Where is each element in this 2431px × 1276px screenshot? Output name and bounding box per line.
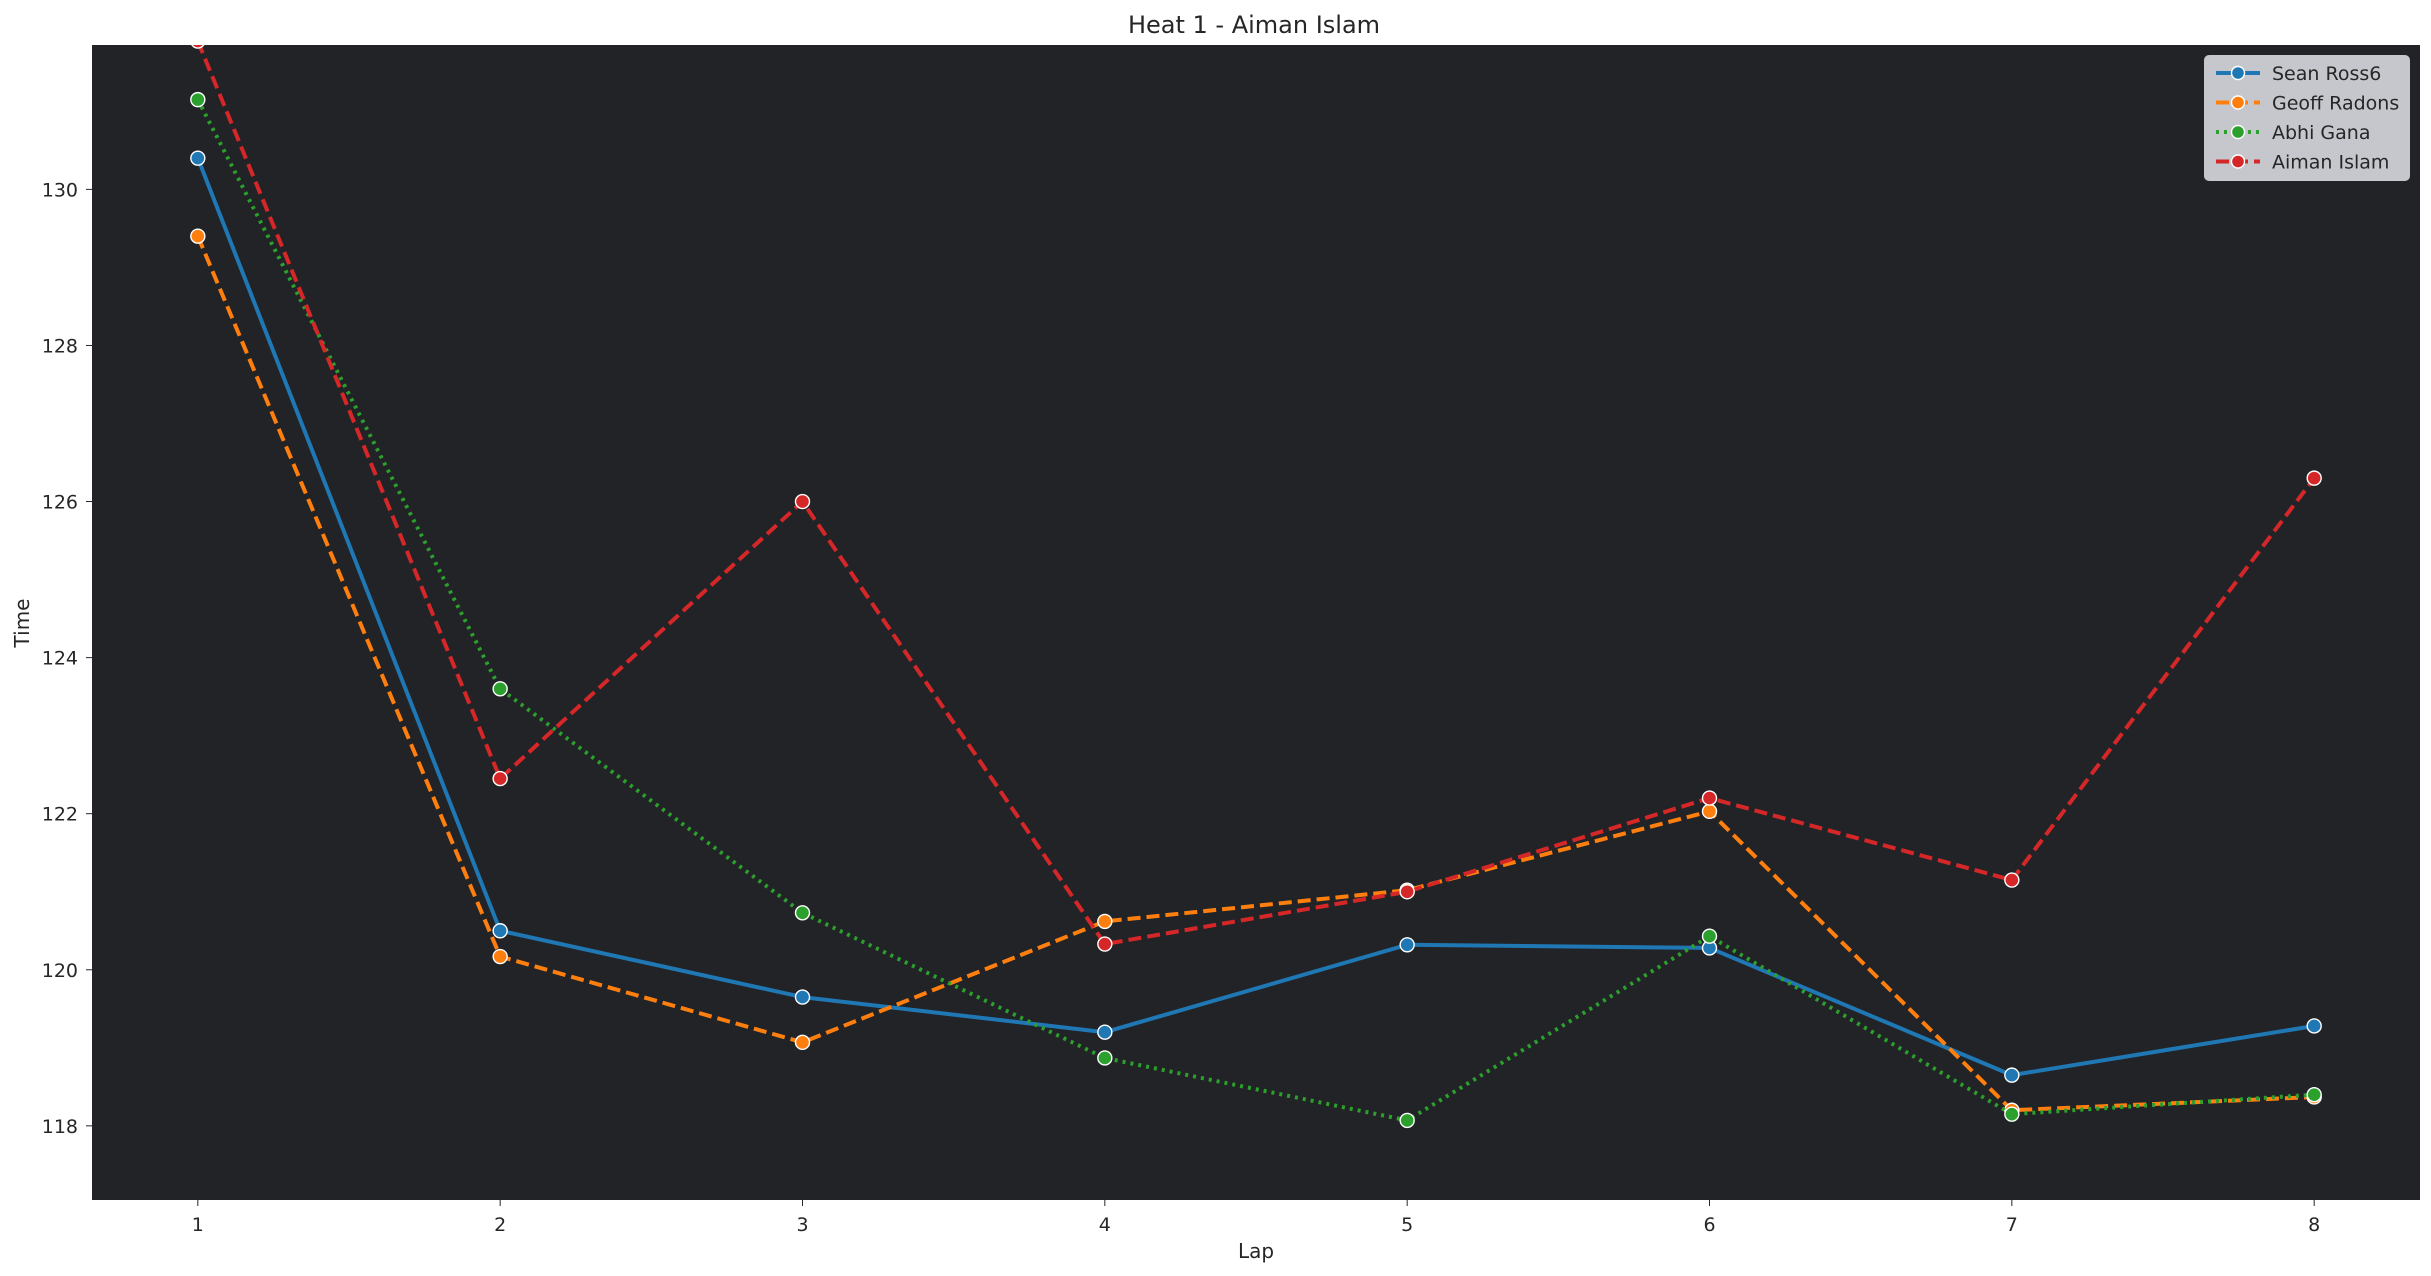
x-tick-label: 8 [2308, 1214, 2320, 1236]
series-layer [190, 45, 2322, 1129]
data-point [1701, 790, 1718, 806]
data-point [1399, 884, 1415, 900]
data-point [492, 923, 508, 939]
y-tick-label: 124 [42, 648, 78, 670]
data-point [1097, 913, 1113, 930]
legend-marker [2230, 65, 2246, 81]
legend-item: Abhi Gana [2216, 122, 2370, 144]
legend-marker [2230, 154, 2246, 169]
y-tick-label: 120 [42, 960, 78, 982]
legend-marker [2230, 95, 2246, 110]
data-point [1399, 1112, 1415, 1129]
y-axis: 118 120 122 124 126 128 130 [42, 179, 92, 1138]
y-tick-label: 130 [42, 179, 78, 201]
data-point [190, 150, 206, 166]
x-tick-label: 1 [192, 1214, 204, 1236]
data-point [190, 228, 206, 244]
x-tick-label: 5 [1401, 1214, 1413, 1236]
legend-item: Sean Ross6 [2216, 63, 2381, 85]
x-axis-label: Lap [1238, 1239, 1274, 1263]
series-4 [191, 45, 2322, 952]
y-tick-label: 126 [42, 492, 78, 514]
x-tick-label: 7 [2006, 1214, 2018, 1236]
data-point [492, 681, 508, 697]
data-point [794, 989, 811, 1005]
data-point [794, 1034, 811, 1051]
chart-title: Heat 1 - Aiman Islam [1128, 11, 1380, 39]
x-tick-label: 3 [796, 1214, 808, 1236]
data-point [2004, 1067, 2020, 1083]
x-axis: 1 2 3 4 5 6 7 8 [192, 1200, 2320, 1236]
data-point [1097, 1050, 1113, 1066]
y-tick-label: 118 [42, 1116, 78, 1138]
series-line [196, 98, 2315, 1123]
data-point [190, 91, 206, 108]
legend-label: Sean Ross6 [2272, 63, 2381, 85]
data-point [492, 948, 508, 965]
data-point [1399, 937, 1415, 953]
data-point [2004, 872, 2020, 888]
x-tick-label: 2 [494, 1214, 506, 1236]
series-line [197, 45, 2316, 947]
legend-label: Abhi Gana [2272, 122, 2370, 144]
x-tick-label: 4 [1099, 1214, 1111, 1236]
data-point [794, 493, 811, 510]
series-line [195, 156, 2317, 1078]
data-point [1097, 1024, 1113, 1040]
legend-item: Aiman Islam [2216, 152, 2389, 174]
data-point [2004, 1106, 2020, 1122]
data-point [1701, 928, 1718, 944]
data-point [1701, 803, 1718, 820]
data-point [2306, 1086, 2322, 1103]
y-tick-label: 128 [42, 335, 78, 357]
legend-item: Geoff Radons [2216, 93, 2399, 115]
data-point [2306, 470, 2322, 486]
data-point [2306, 1018, 2322, 1034]
data-point [1097, 936, 1113, 952]
data-point [794, 905, 811, 921]
legend-label: Geoff Radons [2272, 93, 2399, 115]
series-3 [190, 91, 2322, 1129]
legend-box [2204, 55, 2410, 181]
data-point [191, 45, 205, 49]
legend-marker [2230, 124, 2246, 140]
data-point [492, 770, 508, 787]
series-1 [190, 150, 2322, 1083]
x-tick-label: 6 [1703, 1214, 1715, 1236]
legend: Sean Ross6 Geoff Radons Abhi Gana Aiman Isl… [2204, 55, 2410, 181]
y-axis-label: Time [10, 599, 34, 649]
plot-area [92, 45, 2420, 1200]
y-tick-label: 122 [42, 804, 78, 826]
legend-label: Aiman Islam [2272, 152, 2389, 174]
